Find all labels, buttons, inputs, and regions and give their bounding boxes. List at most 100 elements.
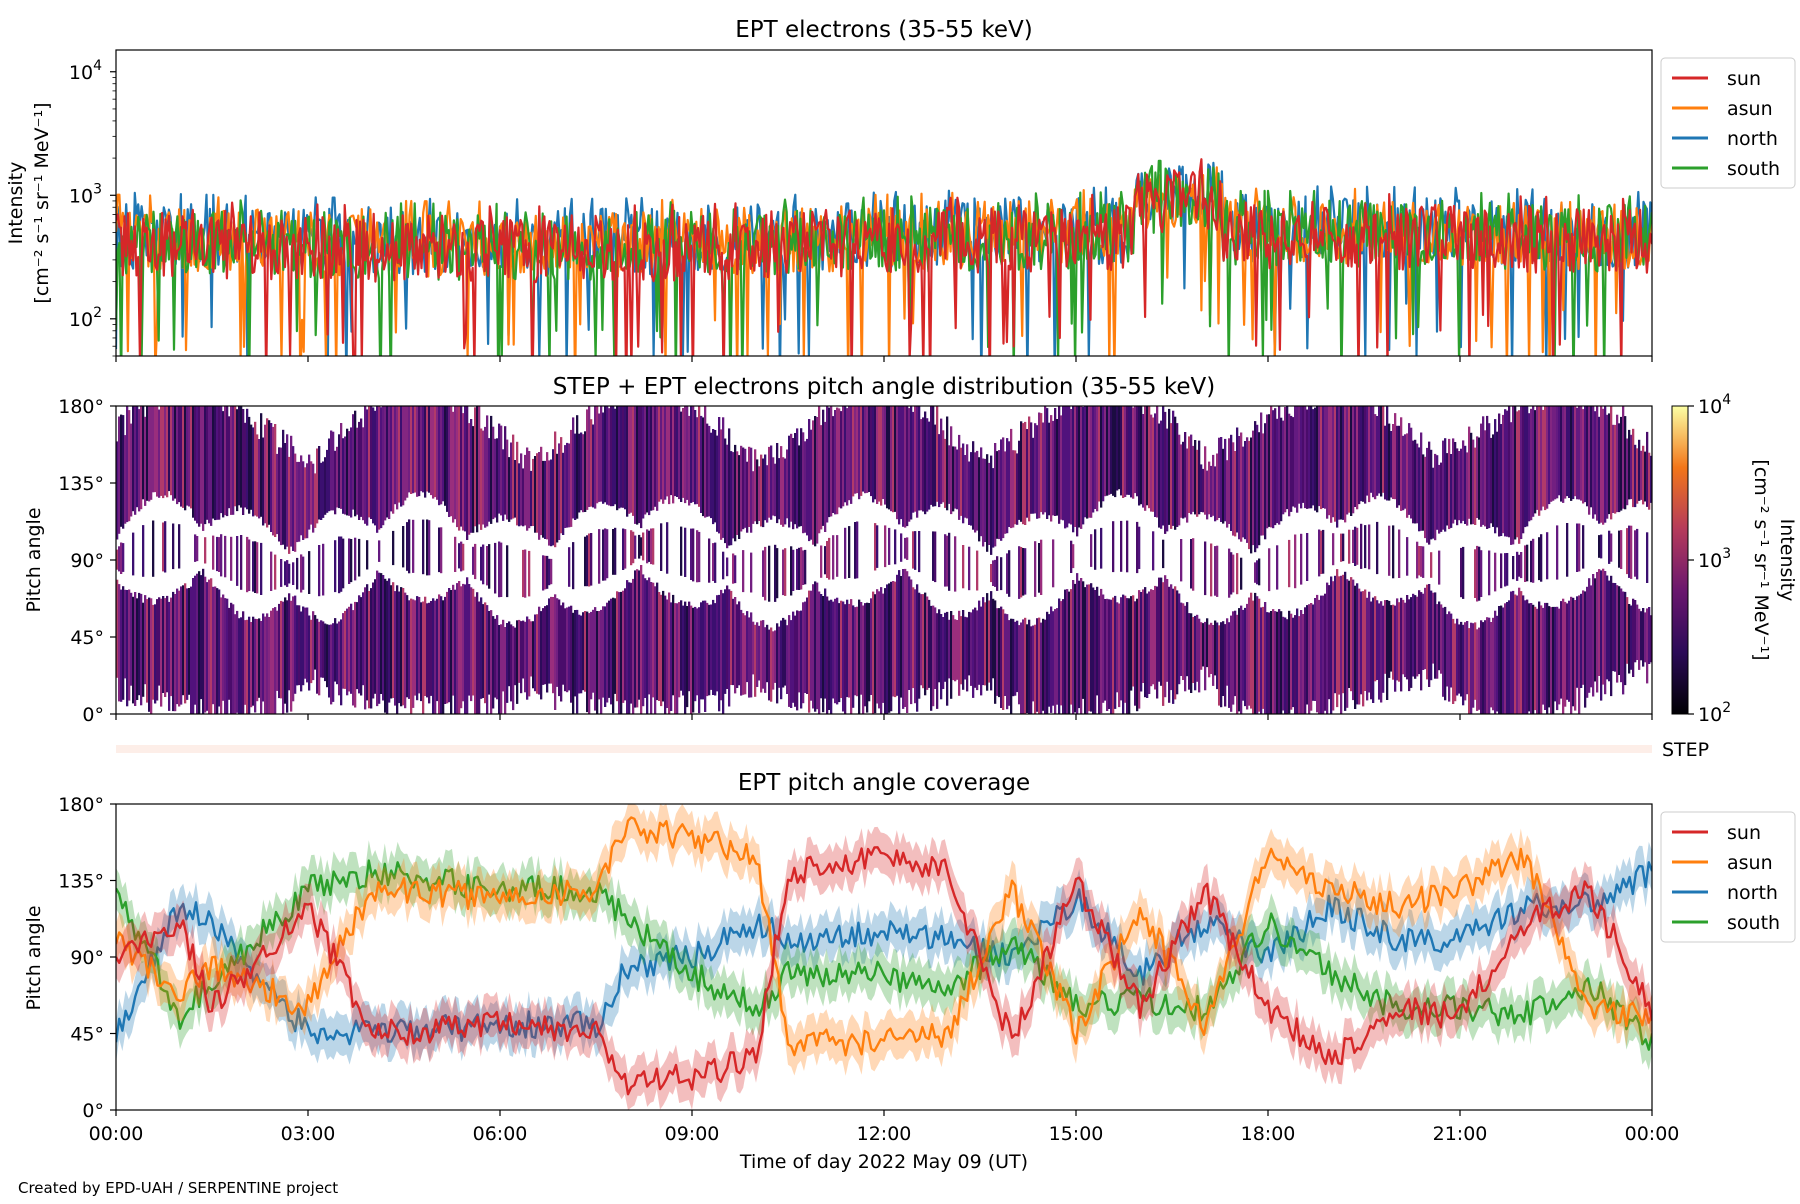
heatmap-cell — [850, 406, 853, 504]
heatmap-cell — [462, 583, 465, 702]
heatmap-cell — [180, 406, 183, 507]
heatmap-cell — [280, 447, 283, 546]
heatmap-cell — [1488, 550, 1491, 596]
heatmap-cell — [964, 455, 967, 518]
heatmap-cell — [1122, 406, 1125, 498]
heatmap-cell — [796, 428, 799, 529]
heatmap-cell — [1610, 575, 1613, 697]
heatmap-cell — [610, 406, 613, 507]
heatmap-cell — [380, 407, 383, 529]
heatmap-cell — [970, 612, 973, 686]
heatmap-cell — [162, 522, 165, 572]
heatmap-cell — [1322, 529, 1325, 574]
heatmap-cell — [1062, 599, 1065, 714]
heatmap-cell — [1284, 407, 1287, 513]
heatmap-cell — [792, 438, 795, 530]
heatmap-cell — [712, 429, 715, 525]
heatmap-cell — [1620, 416, 1623, 511]
heatmap-cell — [298, 605, 301, 686]
heatmap-cell — [1096, 586, 1099, 696]
heatmap-cell — [1402, 435, 1405, 511]
heatmap-cell — [1020, 622, 1023, 714]
heatmap-cell — [1380, 406, 1383, 497]
heatmap-cell — [650, 582, 653, 714]
heatmap-cell — [1440, 604, 1443, 674]
heatmap-cell — [220, 406, 223, 514]
x-tick-label: 15:00 — [1049, 1123, 1104, 1145]
panel3-ylabel: Pitch angle — [23, 905, 45, 1010]
heatmap-cell — [300, 611, 303, 692]
heatmap-cell — [764, 454, 767, 521]
heatmap-cell — [400, 587, 403, 707]
heatmap-cell — [876, 406, 879, 504]
heatmap-cell — [256, 619, 259, 702]
heatmap-cell — [248, 539, 251, 591]
heatmap-cell — [1540, 605, 1543, 714]
heatmap-cell — [1634, 600, 1637, 663]
heatmap-cell — [826, 406, 829, 523]
heatmap-cell — [848, 406, 851, 501]
heatmap-cell — [1278, 609, 1281, 714]
series-sun-line — [116, 158, 1652, 356]
heatmap-cell — [966, 617, 969, 692]
heatmap-cell — [1240, 605, 1243, 714]
heatmap-cell — [502, 449, 505, 521]
heatmap-cell — [1438, 464, 1441, 534]
heatmap-cell — [630, 582, 633, 704]
heatmap-cell — [156, 406, 159, 497]
heatmap-cell — [474, 407, 477, 527]
heatmap-cell — [1420, 546, 1423, 577]
heatmap-cell — [1608, 413, 1611, 515]
heatmap-cell — [332, 431, 335, 511]
heatmap-cell — [134, 406, 137, 515]
heatmap-cell — [1268, 548, 1271, 592]
heatmap-cell — [984, 602, 987, 686]
heatmap-cell — [694, 606, 697, 702]
heatmap-cell — [1640, 450, 1643, 500]
heatmap-cell — [1430, 449, 1433, 540]
heatmap-cell — [1646, 532, 1649, 583]
heatmap-cell — [850, 599, 853, 714]
heatmap-cell — [1082, 406, 1085, 525]
heatmap-cell — [576, 609, 579, 714]
panel3-ytick-label: 0° — [82, 1100, 104, 1122]
heatmap-cell — [196, 573, 199, 714]
heatmap-cell — [1532, 406, 1535, 517]
heatmap-cell — [398, 406, 401, 503]
heatmap-cell — [172, 406, 175, 501]
heatmap-cell — [1048, 614, 1051, 707]
heatmap-cell — [1050, 415, 1053, 522]
heatmap-cell — [580, 432, 583, 511]
heatmap-cell — [1340, 533, 1343, 562]
heatmap-cell — [1412, 440, 1415, 524]
heatmap-cell — [1176, 423, 1179, 527]
heatmap-cell — [230, 536, 233, 581]
heatmap-cell — [1490, 622, 1493, 708]
heatmap-cell — [1352, 529, 1355, 563]
heatmap-cell — [432, 406, 435, 499]
heatmap-cell — [214, 406, 217, 521]
heatmap-cell — [296, 557, 299, 590]
heatmap-cell — [414, 600, 417, 696]
heatmap-cell — [1570, 596, 1573, 714]
heatmap-cell — [1118, 603, 1121, 708]
heatmap-cell — [628, 406, 631, 514]
heatmap-cell — [1598, 535, 1601, 558]
heatmap-cell — [128, 410, 131, 522]
heatmap-cell — [1586, 406, 1589, 507]
heatmap-cell — [392, 406, 395, 514]
heatmap-cell — [1130, 406, 1133, 498]
heatmap-cell — [466, 406, 469, 540]
heatmap-cell — [294, 595, 297, 694]
heatmap-cell — [816, 417, 819, 544]
heatmap-cell — [1334, 406, 1337, 522]
heatmap-cell — [192, 578, 195, 714]
heatmap-cell — [340, 423, 343, 509]
heatmap-cell — [684, 601, 687, 714]
heatmap-cell — [1276, 545, 1279, 590]
heatmap-cell — [1264, 602, 1267, 714]
heatmap-cell — [438, 406, 441, 506]
heatmap-cell — [1204, 621, 1207, 691]
heatmap-cell — [130, 423, 133, 517]
heatmap-cell — [722, 417, 725, 538]
